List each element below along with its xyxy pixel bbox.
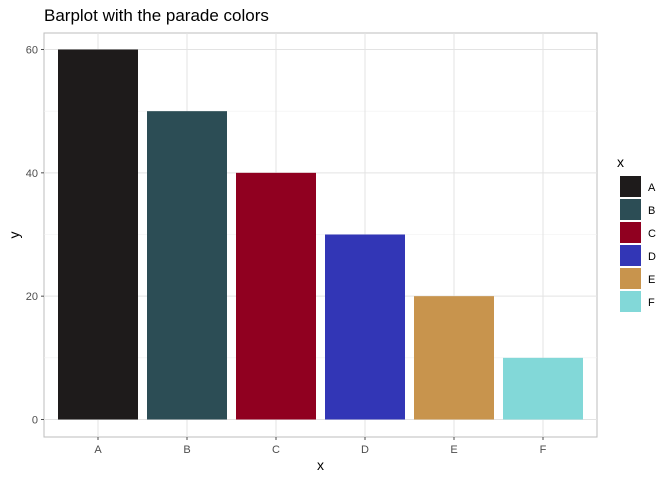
x-tick-label: C [272, 444, 280, 456]
bar-D [325, 234, 405, 420]
y-tick-label: 20 [26, 291, 38, 303]
y-tick-label: 40 [26, 168, 38, 180]
bar-E [414, 296, 494, 420]
legend-label: C [648, 228, 656, 240]
legend-key-D [620, 245, 641, 266]
y-tick-label: 60 [26, 45, 38, 57]
bar-F [503, 357, 583, 420]
legend-key-C [620, 222, 641, 243]
x-tick-label: D [361, 444, 369, 456]
legend-label: F [648, 297, 655, 309]
legend-key-E [620, 268, 641, 289]
legend-label: D [648, 251, 656, 263]
chart-title: Barplot with the parade colors [44, 6, 269, 25]
bar-C [236, 172, 316, 420]
legend-label: E [648, 274, 655, 286]
legend-key-B [620, 199, 641, 220]
legend-key-F [620, 291, 641, 312]
y-tick-label: 0 [32, 415, 38, 427]
x-tick-label: F [540, 444, 547, 456]
legend-label: A [648, 182, 656, 194]
y-axis-title: y [6, 232, 22, 239]
bar-A [58, 49, 138, 420]
x-axis-ticks: A B C D E F [94, 437, 547, 456]
y-axis-ticks: 0 20 40 60 [26, 45, 44, 427]
x-axis-title: x [317, 457, 324, 473]
x-tick-label: B [183, 444, 190, 456]
legend-label: B [648, 205, 655, 217]
bar-B [147, 111, 227, 420]
x-tick-label: E [450, 444, 457, 456]
bars [58, 49, 583, 420]
legend-key-A [620, 176, 641, 197]
legend-title: x [617, 154, 624, 170]
x-tick-label: A [94, 444, 102, 456]
